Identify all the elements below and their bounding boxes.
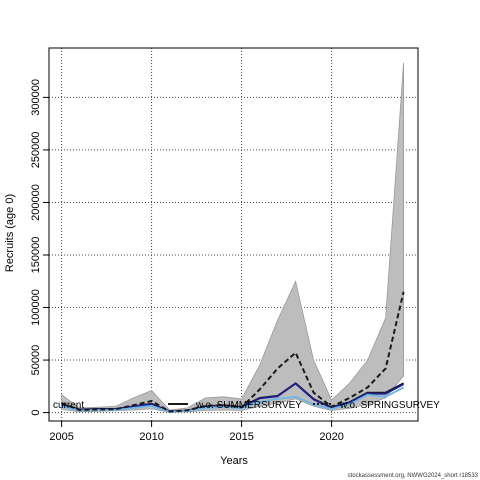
y-tick-label: 0 [30, 410, 42, 416]
y-tick-label: 200000 [30, 184, 42, 221]
confidence-band [61, 62, 405, 413]
x-tick-label: 2020 [319, 431, 343, 443]
y-tick-label: 300000 [30, 79, 42, 116]
x-tick-label: 2005 [49, 431, 73, 443]
y-tick-label: 100000 [30, 289, 42, 326]
source-caption: stockassessment.org, NWWG2024_short r185… [347, 473, 478, 479]
confidence-band-area [61, 62, 405, 413]
legend-label: w.o. SPRINGSURVEY [339, 400, 440, 411]
axes: 2005 2010 2015 2020 0 50000 100000 150000 200000… [30, 47, 419, 443]
y-tick-label: 50000 [30, 345, 42, 376]
y-tick-label: 150000 [30, 237, 42, 274]
x-tick-label: 2015 [229, 431, 253, 443]
legend: current w.o. SUMMERSURVEY w.o. SPRINGSURVE… [53, 400, 440, 411]
grid [49, 48, 418, 421]
x-tick-label: 2010 [139, 431, 163, 443]
y-axis-title: Recruits (age 0) [4, 194, 16, 272]
plot-frame [48, 47, 419, 422]
x-axis-title: Years [220, 455, 248, 467]
legend-label: w.o. SUMMERSURVEY [195, 400, 302, 411]
y-tick-label: 250000 [30, 132, 42, 169]
series-line [61, 386, 405, 413]
series-lines [61, 291, 405, 413]
legend-label: current [53, 400, 84, 411]
series-line [61, 291, 405, 413]
